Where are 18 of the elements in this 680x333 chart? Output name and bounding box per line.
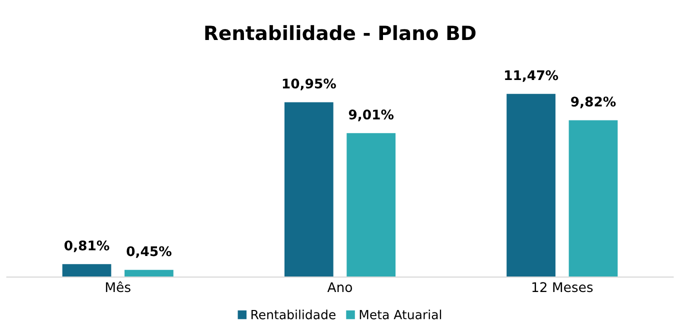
data-label: 10,95% <box>282 78 336 90</box>
x-tick-label: 12 Meses <box>532 282 593 292</box>
legend-label: Meta Atuarial <box>360 310 442 320</box>
chart-title: Rentabilidade - Plano BD <box>205 25 476 40</box>
bar <box>568 120 618 278</box>
data-label: 9,82% <box>571 96 616 108</box>
data-label: 0,45% <box>126 246 172 258</box>
x-tick-label: Mês <box>106 281 130 292</box>
bar <box>284 102 334 278</box>
bar <box>346 133 396 278</box>
bar <box>506 94 556 278</box>
bar <box>124 270 174 278</box>
data-label: 9,01% <box>348 110 394 122</box>
data-label: 0,81% <box>64 240 110 252</box>
bar <box>62 264 112 278</box>
legend-label: Rentabilidade <box>252 310 336 320</box>
x-tick-label: Ano <box>327 282 352 292</box>
data-label: 11,47% <box>505 70 558 82</box>
